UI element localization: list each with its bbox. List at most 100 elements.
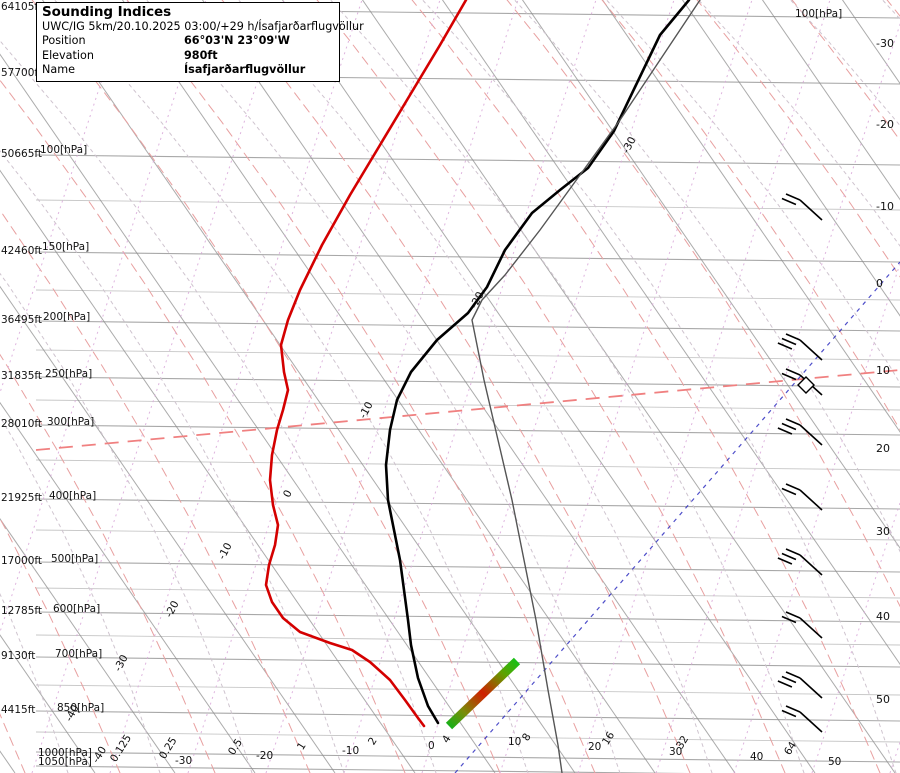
dry-adiabat-line [506, 0, 900, 608]
altitude-tick-label: 64105ft [1, 1, 43, 13]
right-temperature-label: 30 [876, 525, 890, 538]
parcel-path-curve [471, 0, 701, 773]
dry-adiabat-line [0, 209, 311, 773]
wind-barb-shaft [799, 339, 823, 361]
bottom-temperature-label: -20 [256, 750, 274, 762]
right-temperature-label: -30 [876, 37, 894, 50]
bottom-temperature-label: -30 [175, 755, 193, 767]
wind-barb-shaft [799, 711, 823, 733]
dry-adiabat-line [0, 353, 216, 773]
wind-barb-flag [785, 368, 801, 376]
wind-barb-shaft [799, 424, 823, 446]
isobar-line-minor [35, 289, 900, 301]
isotherm-line [0, 169, 416, 773]
mixing-ratio-line [109, 0, 363, 773]
isobar-line [35, 320, 900, 332]
wind-barb [781, 193, 823, 221]
pressure-tick-label: 400[hPa] [49, 490, 97, 502]
wind-barb [781, 705, 823, 733]
wind-barb-shaft [799, 677, 823, 699]
infobox-value-name: Ísafjarðarflugvöllur [184, 63, 306, 76]
bottom-temperature-label: 30 [669, 746, 683, 758]
infobox-key-elevation: Elevation [42, 48, 94, 62]
cape-indicator [445, 657, 521, 730]
mixing-ratio-line [265, 0, 519, 773]
isotherm-line [761, 0, 900, 201]
pressure-tick-label: 300[hPa] [47, 416, 95, 428]
right-temperature-label: 40 [876, 610, 890, 623]
altitude-tick-label: 31835ft [1, 370, 43, 382]
wind-barb-flag [781, 197, 797, 206]
wind-barb [777, 548, 823, 576]
pressure-tick-label: 850[hPa] [57, 702, 105, 714]
dry-adiabat-line [31, 0, 501, 773]
moist-adiabat-line [0, 272, 253, 773]
right-temperature-label: 0 [876, 277, 883, 290]
bottom-temperature-label: 10 [508, 736, 522, 748]
pressure-tick-label: 1050[hPa] [38, 756, 92, 768]
pressure-tick-label: 150[hPa] [42, 241, 90, 253]
temperature-curve [384, 0, 691, 725]
pressure-tick-label: 600[hPa] [53, 603, 101, 615]
mixing-ratio-line [421, 0, 675, 773]
wind-barb-shaft [799, 489, 823, 511]
wind-barb-flag [785, 418, 801, 426]
wind-barb [781, 483, 823, 511]
infobox-row-name: Name Ísafjarðarflugvöllur [42, 63, 335, 78]
moist-adiabat-line [789, 0, 900, 127]
isobar-line-minor [35, 349, 900, 361]
altitude-tick-label: 21925ft [1, 492, 43, 504]
isobar-line-minor [35, 399, 900, 411]
wind-barb-flag [777, 342, 793, 350]
freezing-level-line [35, 369, 900, 451]
wind-barb-shaft [799, 617, 823, 639]
isotherm-line [0, 285, 336, 773]
isotherm-line [441, 0, 900, 665]
altitude-tick-label: 9130ft [1, 650, 36, 662]
dry-adiabat-line [696, 0, 900, 278]
pressure-tick-label: 500[hPa] [51, 553, 99, 565]
moist-adiabat-line [697, 0, 900, 247]
isotherm-line [0, 634, 96, 773]
mixing-ratio-line [655, 22, 900, 773]
mixing-ratio-line [31, 0, 285, 773]
wind-barb-flag [781, 337, 797, 346]
isobar-line-minor [35, 459, 900, 471]
moist-adiabat-line [0, 40, 437, 773]
isobar-line [35, 765, 689, 773]
sounding-indices-box: Sounding Indices UWC/IG 5km/20.10.2025 0… [36, 2, 364, 82]
bottom-temperature-label: 40 [750, 751, 764, 763]
bottom-temperature-label: -10 [342, 745, 360, 757]
altitude-tick-label: 12785ft [1, 605, 43, 617]
isobar-line [35, 251, 900, 263]
isotherm-line [281, 0, 816, 773]
moist-adiabat-line [53, 0, 529, 773]
bottom-temperature-label: 50 [828, 756, 842, 768]
mixing-ratio-line [343, 0, 597, 773]
mixing-ratio-line [0, 0, 129, 395]
right-temperature-label: -10 [876, 200, 894, 213]
wind-barb-flag [777, 557, 793, 565]
isobar-line [35, 656, 900, 668]
mixing-ratio-line [733, 262, 900, 773]
altitude-tick-label: 17000ft [1, 555, 43, 567]
wind-barb-flag [785, 705, 801, 713]
isobar-line-minor [35, 634, 900, 646]
isotherm-line [601, 0, 900, 433]
isobar-line [35, 710, 900, 722]
dry-adiabat-line [601, 0, 900, 431]
isotherm-line [0, 518, 176, 773]
moist-adiabat-line [329, 0, 805, 773]
isotherm-line [681, 0, 900, 317]
moist-adiabat-line [513, 0, 900, 553]
dry-adiabat-line [126, 0, 596, 773]
infobox-title: Sounding Indices [42, 4, 172, 20]
mixing-ratio-line [0, 0, 207, 634]
isobar-line-minor [35, 684, 900, 696]
isotherm-line [201, 0, 736, 773]
wind-barb [777, 671, 823, 699]
dry-adiabat-line [0, 79, 406, 773]
mixing-ratio-line [577, 0, 831, 773]
mixing-ratio-line [187, 0, 441, 773]
isotherm-line [0, 401, 256, 773]
